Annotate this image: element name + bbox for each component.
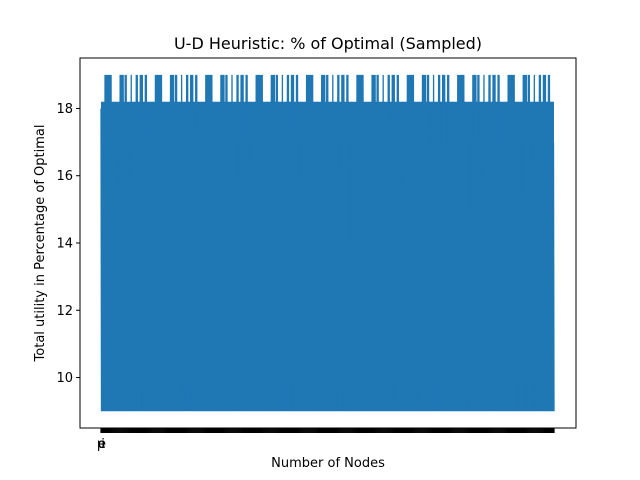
y-axis: 10 12 14 16 18 [56,102,80,386]
chart-title: U-D Heuristic: % of Optimal (Sampled) [174,34,482,53]
y-tick-label: 16 [56,169,73,184]
x-tick-label: i [101,437,105,452]
series-line [100,74,555,412]
x-tick-label: e [98,437,106,452]
plot-area [100,74,555,412]
x-axis-label: Number of Nodes [271,456,385,471]
y-tick-label: 12 [56,304,73,319]
y-axis-label: Total utility in Percentage of Optimal [33,125,48,363]
plot-frame [79,57,577,429]
y-tick-label: 14 [56,237,73,252]
x-tick-label: p [97,437,105,452]
x-axis: pei [97,428,555,452]
y-tick-label: 10 [56,371,73,386]
y-tick-label: 18 [56,102,73,117]
